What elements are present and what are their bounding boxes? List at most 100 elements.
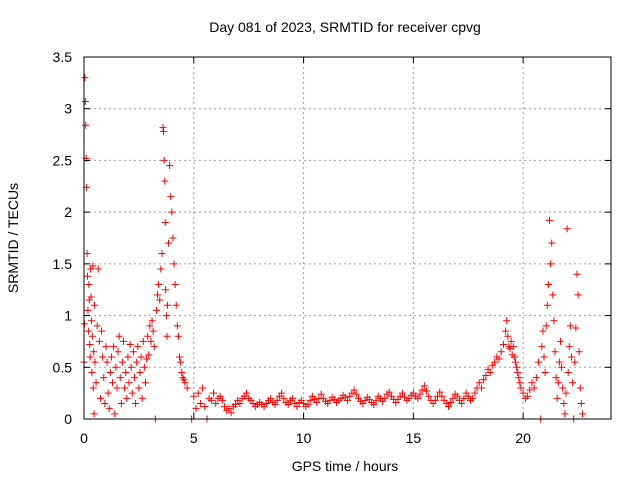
y-tick-labels: 0 0.5 1 1.5 2 2.5 3 3.5	[53, 49, 73, 427]
x-tick-label: 15	[406, 430, 422, 446]
data-point	[99, 353, 107, 361]
data-point	[140, 363, 148, 371]
x-tick-label: 5	[190, 430, 198, 446]
y-tick-label: 0.5	[53, 359, 73, 375]
data-point	[543, 301, 551, 309]
data-point	[149, 327, 157, 335]
data-point	[141, 379, 149, 387]
data-point	[93, 322, 101, 330]
data-point	[495, 355, 503, 363]
data-point	[162, 286, 170, 294]
data-point	[561, 410, 569, 418]
data-point	[539, 327, 547, 335]
data-point	[134, 343, 142, 351]
data-point	[398, 389, 406, 397]
data-point	[176, 353, 184, 361]
y-tick-label: 3	[64, 101, 72, 117]
y-tick-label: 2.5	[53, 152, 73, 168]
data-point	[138, 394, 146, 402]
data-point	[414, 394, 422, 402]
data-point	[445, 403, 453, 411]
data-point	[242, 389, 250, 397]
x-tick-label: 20	[515, 430, 531, 446]
data-point	[88, 368, 96, 376]
data-point	[154, 291, 162, 299]
data-point	[125, 379, 133, 387]
data-point	[460, 394, 468, 402]
data-point	[132, 399, 140, 407]
data-point	[104, 389, 112, 397]
data-point	[504, 332, 512, 340]
data-point	[372, 396, 380, 404]
data-point	[273, 396, 281, 404]
data-point	[144, 332, 152, 340]
data-point	[129, 348, 137, 356]
data-point	[137, 353, 145, 361]
y-tick-label: 1.5	[53, 256, 73, 272]
grid-layer	[84, 57, 611, 419]
data-point	[90, 410, 98, 418]
data-point	[567, 353, 575, 361]
data-point	[163, 301, 171, 309]
data-point	[160, 156, 168, 164]
y-tick-label: 3.5	[53, 49, 73, 65]
data-point	[519, 389, 527, 397]
data-point	[81, 74, 89, 82]
data-point	[107, 353, 115, 361]
data-point	[146, 322, 154, 330]
data-point	[87, 317, 95, 325]
data-point	[565, 343, 573, 351]
data-point	[471, 389, 479, 397]
data-point	[161, 177, 169, 185]
data-point	[293, 403, 301, 411]
data-point	[172, 301, 180, 309]
data-point	[122, 368, 130, 376]
data-point	[170, 260, 178, 268]
data-point	[98, 327, 106, 335]
data-point	[81, 97, 89, 105]
data-point	[183, 384, 191, 392]
data-points	[80, 74, 586, 423]
data-point	[575, 348, 583, 356]
data-point	[167, 193, 175, 201]
data-point	[147, 337, 155, 345]
data-point	[475, 379, 483, 387]
data-point	[449, 394, 457, 402]
data-point	[514, 368, 522, 376]
data-point	[558, 363, 566, 371]
data-point	[171, 281, 179, 289]
data-point	[497, 348, 505, 356]
data-point	[156, 296, 164, 304]
data-point	[469, 394, 477, 402]
data-point	[158, 250, 166, 258]
data-point	[538, 343, 546, 351]
data-point	[89, 384, 97, 392]
data-point	[118, 358, 126, 366]
data-point	[510, 353, 518, 361]
data-point	[564, 368, 572, 376]
data-point	[569, 379, 577, 387]
data-point	[91, 358, 99, 366]
data-point	[548, 239, 556, 247]
data-point	[503, 317, 511, 325]
data-point	[84, 272, 92, 280]
data-point	[517, 384, 525, 392]
data-point	[563, 225, 571, 233]
data-point	[168, 208, 176, 216]
data-point	[528, 379, 536, 387]
data-point	[109, 379, 117, 387]
data-point	[317, 390, 325, 398]
data-point	[84, 327, 92, 335]
data-point	[526, 386, 534, 394]
data-point	[111, 410, 119, 418]
data-point	[83, 250, 91, 258]
data-point	[190, 392, 198, 400]
data-point	[177, 358, 185, 366]
data-point	[135, 384, 143, 392]
data-point	[196, 399, 204, 407]
data-point	[103, 358, 111, 366]
data-point	[552, 374, 560, 382]
data-point	[574, 291, 582, 299]
y-axis-label: SRMTID / TECUs	[5, 183, 21, 293]
data-point	[178, 368, 186, 376]
